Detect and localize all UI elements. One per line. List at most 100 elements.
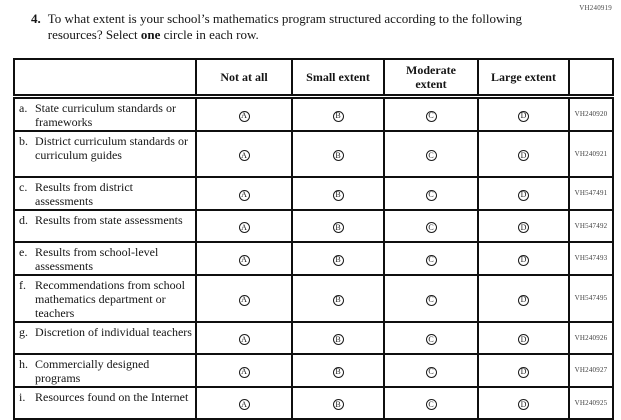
- row-label: District curriculum standards or curricu…: [35, 133, 188, 162]
- answer-circle-b[interactable]: B: [332, 294, 344, 306]
- option-cell-large-extent: D: [477, 129, 570, 178]
- answer-circle-a[interactable]: A: [238, 399, 250, 410]
- response-table: Not at all Small extent Moderate extent …: [13, 58, 614, 420]
- row-code: VH240927: [568, 352, 614, 388]
- answer-circle-d[interactable]: D: [518, 334, 529, 345]
- table-row-e: e. Results from school-level assessments …: [13, 240, 614, 276]
- option-cell-large-extent: D: [477, 240, 570, 276]
- row-code: VH240926: [568, 320, 614, 355]
- option-cell-moderate-extent: C: [383, 385, 479, 420]
- option-cell-moderate-extent: C: [383, 273, 479, 323]
- row-letter: g.: [19, 324, 28, 339]
- option-cell-moderate-extent: C: [383, 175, 479, 211]
- answer-circle-c[interactable]: C: [425, 334, 437, 345]
- option-cell-small-extent: B: [291, 320, 385, 355]
- answer-circle-b[interactable]: B: [332, 334, 344, 345]
- row-code: VH547495: [568, 273, 614, 323]
- answer-circle-c[interactable]: C: [425, 150, 437, 161]
- option-cell-large-extent: D: [477, 385, 570, 420]
- option-cell-moderate-extent: C: [383, 208, 479, 243]
- option-cell-small-extent: B: [291, 273, 385, 323]
- option-cell-moderate-extent: C: [383, 320, 479, 355]
- header-row: Not at all Small extent Moderate extent …: [13, 58, 614, 99]
- answer-circle-a[interactable]: A: [238, 222, 250, 233]
- answer-circle-c[interactable]: C: [425, 399, 437, 410]
- answer-circle-b[interactable]: B: [332, 150, 344, 161]
- option-cell-not-at-all: A: [195, 352, 293, 388]
- row-code: VH240920: [568, 95, 614, 132]
- row-letter: e.: [19, 244, 28, 259]
- row-label: Commercially designed programs: [35, 356, 150, 385]
- row-letter: i.: [19, 389, 26, 404]
- option-cell-not-at-all: A: [195, 320, 293, 355]
- table-row-c: c. Results from district assessments A B …: [13, 175, 614, 211]
- row-code: VH547491: [568, 175, 614, 211]
- option-cell-not-at-all: A: [195, 240, 293, 276]
- question-text-prefix: To what extent is your school’s mathemat…: [47, 11, 522, 42]
- option-cell-large-extent: D: [477, 95, 570, 132]
- answer-circle-c[interactable]: C: [425, 189, 437, 201]
- answer-circle-b[interactable]: B: [332, 366, 344, 378]
- answer-circle-d[interactable]: D: [518, 254, 529, 266]
- row-code: VH547492: [568, 208, 614, 243]
- option-cell-not-at-all: A: [195, 208, 293, 243]
- answer-circle-c[interactable]: C: [425, 366, 437, 378]
- answer-circle-c[interactable]: C: [425, 110, 437, 122]
- option-cell-moderate-extent: C: [383, 352, 479, 388]
- answer-circle-d[interactable]: D: [518, 110, 529, 122]
- option-cell-small-extent: B: [291, 208, 385, 243]
- option-cell-large-extent: D: [477, 320, 570, 355]
- answer-circle-d[interactable]: D: [518, 222, 529, 233]
- table-row-b: b. District curriculum standards or curri…: [13, 129, 614, 178]
- answer-circle-a[interactable]: A: [238, 189, 250, 201]
- answer-circle-a[interactable]: A: [238, 150, 250, 161]
- answer-circle-b[interactable]: B: [332, 222, 344, 233]
- answer-circle-c[interactable]: C: [425, 254, 437, 266]
- row-label-cell: a. State curriculum standards or framewor…: [13, 95, 197, 132]
- row-label-cell: i. Resources found on the Internet: [13, 385, 197, 420]
- answer-circle-d[interactable]: D: [518, 294, 529, 306]
- option-cell-small-extent: B: [291, 385, 385, 420]
- answer-circle-b[interactable]: B: [332, 399, 344, 410]
- row-code: VH240925: [568, 385, 614, 420]
- option-cell-not-at-all: A: [195, 385, 293, 420]
- table-row-a: a. State curriculum standards or framewor…: [13, 95, 614, 132]
- answer-circle-a[interactable]: A: [238, 294, 250, 306]
- row-code: VH240921: [568, 129, 614, 178]
- answer-circle-c[interactable]: C: [425, 294, 437, 306]
- option-cell-large-extent: D: [477, 175, 570, 211]
- answer-circle-d[interactable]: D: [518, 150, 529, 161]
- row-label-cell: d. Results from state assessments: [13, 208, 197, 243]
- answer-circle-b[interactable]: B: [332, 110, 344, 122]
- question-text-bold: one: [140, 27, 161, 42]
- row-letter: a.: [19, 100, 28, 115]
- row-letter: h.: [19, 356, 28, 371]
- answer-circle-d[interactable]: D: [518, 366, 529, 378]
- answer-circle-d[interactable]: D: [518, 399, 529, 410]
- row-label: Recommendations from school mathematics …: [35, 277, 185, 320]
- answer-circle-a[interactable]: A: [238, 254, 250, 266]
- answer-circle-d[interactable]: D: [518, 189, 529, 201]
- option-cell-moderate-extent: C: [383, 129, 479, 178]
- answer-circle-b[interactable]: B: [332, 189, 344, 201]
- table-row-h: h. Commercially designed programs A B C D…: [13, 352, 614, 388]
- row-letter: c.: [19, 179, 28, 194]
- option-cell-small-extent: B: [291, 95, 385, 132]
- question-text: To what extent is your school’s mathemat…: [48, 11, 553, 43]
- row-label-cell: b. District curriculum standards or curri…: [13, 129, 197, 178]
- question: 4. To what extent is your school’s mathe…: [31, 11, 561, 43]
- row-letter: d.: [19, 212, 28, 227]
- option-cell-small-extent: B: [291, 129, 385, 178]
- option-cell-not-at-all: A: [195, 129, 293, 178]
- answer-circle-a[interactable]: A: [238, 366, 250, 378]
- option-cell-large-extent: D: [477, 273, 570, 323]
- table-row-i: i. Resources found on the Internet A B C …: [13, 385, 614, 420]
- answer-circle-b[interactable]: B: [332, 254, 344, 266]
- answer-circle-a[interactable]: A: [238, 110, 250, 122]
- column-header-code: [568, 58, 614, 99]
- answer-circle-a[interactable]: A: [238, 334, 250, 345]
- row-label-cell: e. Results from school-level assessments: [13, 240, 197, 276]
- page-code: VH240919: [579, 4, 612, 12]
- column-header-moderate-extent: Moderate extent: [383, 58, 479, 99]
- answer-circle-c[interactable]: C: [425, 222, 437, 233]
